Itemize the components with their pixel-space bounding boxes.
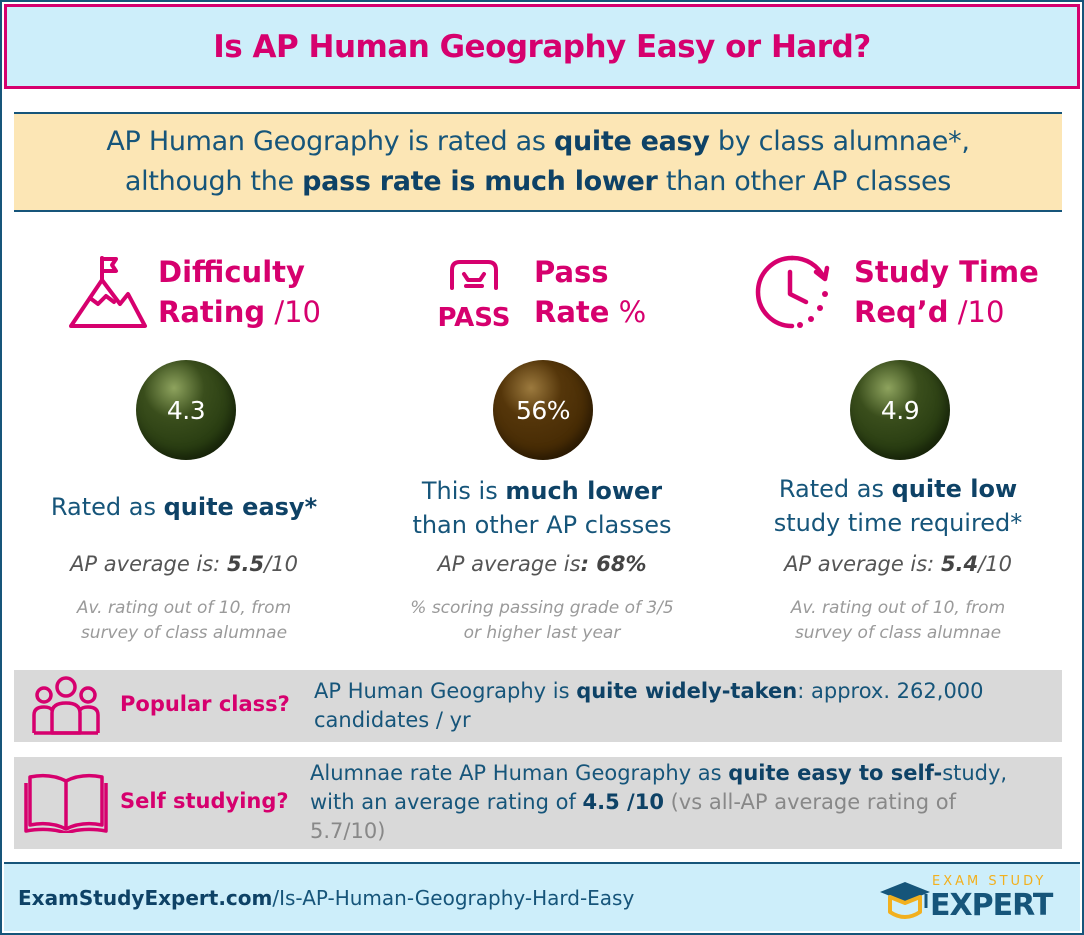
title-bar: Is AP Human Geography Easy or Hard? bbox=[4, 4, 1080, 89]
open-book-icon bbox=[24, 773, 108, 833]
page-title: Is AP Human Geography Easy or Hard? bbox=[213, 28, 871, 65]
popular-class-label: Popular class? bbox=[120, 692, 290, 716]
difficulty-ap-average: AP average is: 5.5/10 bbox=[70, 552, 298, 576]
pass-icon: PASS bbox=[437, 260, 511, 330]
difficulty-value-ball: 4.3 bbox=[136, 360, 236, 460]
study-time-verdict: Rated as quite low study time required* bbox=[773, 475, 1023, 537]
study-time-column: Study Time Req’d /10 4.9 Rated as quite … bbox=[728, 250, 1068, 650]
people-group-icon bbox=[32, 676, 100, 735]
logo-top-text: EXAM STUDY bbox=[932, 874, 1047, 889]
pass-rate-column: PASS Pass Rate % 56% This is much lower … bbox=[372, 250, 712, 650]
study-time-value-ball: 4.9 bbox=[850, 360, 950, 460]
summary-line-1: AP Human Geography is rated as quite eas… bbox=[106, 126, 970, 157]
self-study-band: Self studying? Alumnae rate AP Human Geo… bbox=[14, 757, 1062, 849]
summary-line-2: although the pass rate is much lower tha… bbox=[124, 166, 952, 197]
self-study-text: Alumnae rate AP Human Geography as quite… bbox=[310, 761, 1008, 843]
graduation-cap-icon bbox=[880, 882, 930, 919]
difficulty-verdict: Rated as quite easy* bbox=[50, 493, 318, 521]
popular-class-text: AP Human Geography is quite widely-taken… bbox=[314, 679, 984, 732]
summary-box: AP Human Geography is rated as quite eas… bbox=[14, 112, 1062, 212]
pass-rate-title: Pass Rate % bbox=[534, 255, 647, 329]
clock-icon bbox=[755, 255, 830, 329]
pass-rate-header: PASS Pass Rate % bbox=[372, 250, 712, 340]
difficulty-column: Difficulty Rating /10 4.3 Rated as quite… bbox=[14, 250, 354, 650]
study-time-title: Study Time Req’d /10 bbox=[854, 255, 1039, 329]
popular-class-band: Popular class? AP Human Geography is qui… bbox=[14, 670, 1062, 742]
difficulty-note: Av. rating out of 10, from survey of cla… bbox=[76, 598, 292, 643]
footer: ExamStudyExpert.com/Is-AP-Human-Geograph… bbox=[4, 862, 1080, 931]
footer-url[interactable]: ExamStudyExpert.com/Is-AP-Human-Geograph… bbox=[18, 886, 635, 910]
pass-rate-verdict: This is much lower than other AP classes bbox=[412, 477, 672, 539]
exam-study-expert-logo: EXAM STUDY EXPERT bbox=[878, 872, 1066, 926]
study-time-ap-average: AP average is: 5.4/10 bbox=[784, 552, 1012, 576]
logo-main-text: EXPERT bbox=[930, 888, 1053, 923]
svg-text:PASS: PASS bbox=[437, 303, 510, 330]
study-time-note: Av. rating out of 10, from survey of cla… bbox=[790, 598, 1006, 643]
pass-rate-ap-average: AP average is: 68% bbox=[437, 552, 647, 576]
pass-rate-value-ball: 56% bbox=[493, 360, 593, 460]
difficulty-title: Difficulty Rating /10 bbox=[158, 255, 321, 329]
study-time-header: Study Time Req’d /10 bbox=[728, 250, 1068, 340]
difficulty-header: Difficulty Rating /10 bbox=[14, 250, 354, 340]
pass-rate-note: % scoring passing grade of 3/5 or higher… bbox=[410, 598, 674, 643]
self-study-label: Self studying? bbox=[120, 789, 289, 813]
mountain-flag-icon bbox=[69, 256, 147, 328]
